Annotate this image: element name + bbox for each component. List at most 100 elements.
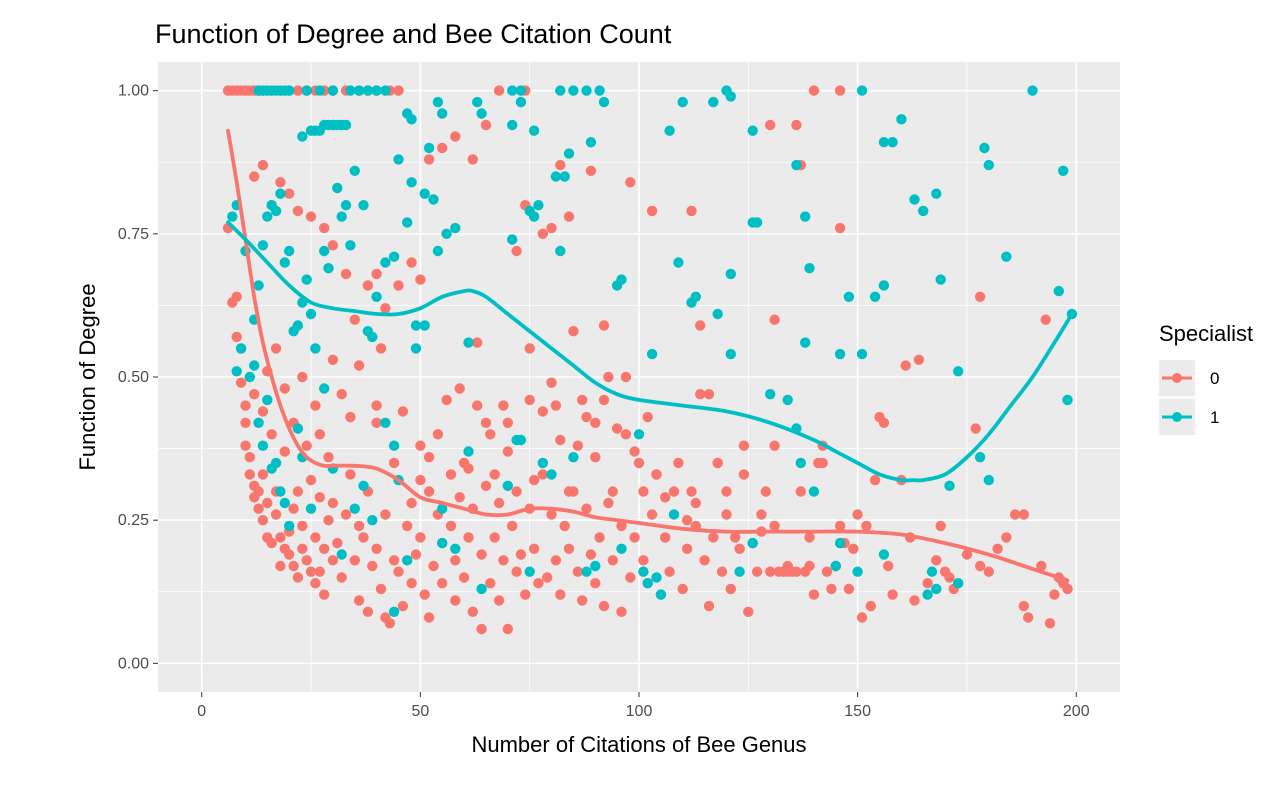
y-tick-label: 0.25 — [118, 512, 149, 529]
data-point-series-0 — [563, 211, 575, 222]
data-point-series-0 — [388, 457, 400, 469]
data-point-series-0 — [703, 389, 715, 400]
data-point-series-1 — [476, 108, 487, 119]
data-point-series-1 — [419, 188, 430, 199]
data-point-series-0 — [410, 549, 422, 560]
data-point-series-1 — [782, 394, 793, 406]
data-point-series-1 — [253, 417, 264, 428]
data-point-series-1 — [257, 240, 269, 251]
data-point-series-0 — [371, 543, 382, 554]
data-point-series-0 — [524, 394, 535, 406]
data-point-series-0 — [375, 583, 387, 595]
data-point-series-1 — [734, 566, 745, 577]
data-point-series-0 — [559, 520, 570, 532]
y-axis-ticks: 0.00 0.25 0.50 0.75 1.00 — [118, 83, 158, 672]
data-point-series-0 — [249, 171, 260, 182]
data-point-series-0 — [616, 520, 627, 532]
data-point-series-1 — [437, 537, 448, 549]
data-point-series-0 — [371, 400, 382, 411]
data-point-series-0 — [327, 555, 339, 566]
data-point-series-0 — [310, 532, 321, 543]
data-point-series-0 — [673, 457, 684, 469]
data-point-series-0 — [703, 600, 715, 612]
data-point-series-0 — [244, 469, 255, 480]
data-point-series-0 — [511, 566, 522, 577]
data-point-series-0 — [257, 469, 269, 480]
data-point-series-1 — [550, 171, 562, 182]
data-point-series-0 — [406, 578, 417, 589]
data-point-series-1 — [931, 583, 942, 595]
data-point-series-0 — [795, 486, 806, 497]
data-point-series-0 — [393, 280, 404, 291]
y-tick-label: 1.00 — [118, 83, 149, 100]
data-points — [222, 85, 1078, 635]
data-point-series-0 — [695, 389, 706, 400]
data-point-series-0 — [415, 274, 426, 285]
x-tick-label: 0 — [197, 703, 206, 720]
data-point-series-0 — [546, 222, 557, 234]
data-point-series-1 — [546, 469, 557, 480]
data-point-series-0 — [511, 245, 522, 257]
data-point-series-1 — [834, 348, 846, 360]
data-point-series-1 — [336, 211, 347, 222]
data-point-series-0 — [397, 600, 409, 612]
data-point-series-1 — [253, 280, 264, 291]
data-point-series-1 — [310, 343, 321, 354]
data-point-series-0 — [305, 566, 317, 577]
data-point-series-1 — [555, 85, 566, 96]
data-point-series-0 — [406, 497, 417, 509]
data-point-series-0 — [450, 595, 461, 606]
data-point-series-0 — [445, 520, 457, 532]
data-point-series-0 — [244, 452, 255, 463]
data-point-series-0 — [572, 440, 583, 451]
data-point-series-1 — [284, 520, 295, 532]
data-point-series-0 — [266, 537, 277, 549]
data-point-series-1 — [292, 423, 304, 434]
data-point-series-0 — [288, 503, 299, 514]
data-point-series-1 — [830, 560, 841, 572]
data-point-series-0 — [480, 417, 492, 428]
data-point-series-1 — [292, 320, 304, 331]
data-point-series-1 — [249, 360, 260, 371]
data-point-series-0 — [533, 578, 544, 589]
data-point-series-0 — [231, 331, 242, 343]
data-point-series-0 — [502, 417, 513, 428]
data-point-series-0 — [476, 623, 487, 635]
data-point-series-0 — [611, 423, 623, 434]
data-point-series-1 — [305, 308, 317, 320]
data-point-series-0 — [367, 560, 378, 572]
data-point-series-1 — [507, 119, 518, 131]
data-point-series-1 — [437, 503, 448, 514]
data-point-series-1 — [528, 125, 540, 136]
x-tick-label: 150 — [844, 703, 871, 720]
data-point-series-0 — [493, 85, 505, 96]
data-point-series-0 — [423, 612, 435, 623]
data-point-series-1 — [673, 257, 684, 268]
data-point-series-0 — [555, 434, 566, 446]
data-point-series-1 — [524, 566, 535, 577]
data-point-series-0 — [454, 492, 465, 503]
data-point-series-0 — [974, 560, 986, 572]
data-point-series-0 — [270, 509, 282, 520]
legend-key-point-0 — [1172, 373, 1182, 383]
data-point-series-1 — [765, 389, 776, 400]
data-point-series-1 — [410, 343, 422, 354]
data-point-series-0 — [883, 560, 894, 572]
data-point-series-0 — [485, 578, 496, 589]
data-point-series-0 — [463, 463, 474, 474]
data-point-series-0 — [1044, 618, 1056, 629]
data-point-series-0 — [861, 520, 872, 532]
data-point-series-0 — [900, 360, 911, 371]
data-point-series-0 — [651, 469, 662, 480]
data-point-series-0 — [607, 555, 618, 566]
data-point-series-1 — [507, 234, 518, 245]
data-point-series-0 — [301, 555, 312, 566]
data-point-series-0 — [415, 440, 426, 451]
data-point-series-0 — [493, 595, 505, 606]
data-point-series-0 — [520, 589, 531, 600]
data-point-series-1 — [340, 200, 352, 211]
data-point-series-1 — [402, 555, 413, 566]
data-point-series-0 — [738, 440, 750, 451]
data-point-series-1 — [441, 228, 452, 239]
data-point-series-1 — [349, 503, 360, 514]
